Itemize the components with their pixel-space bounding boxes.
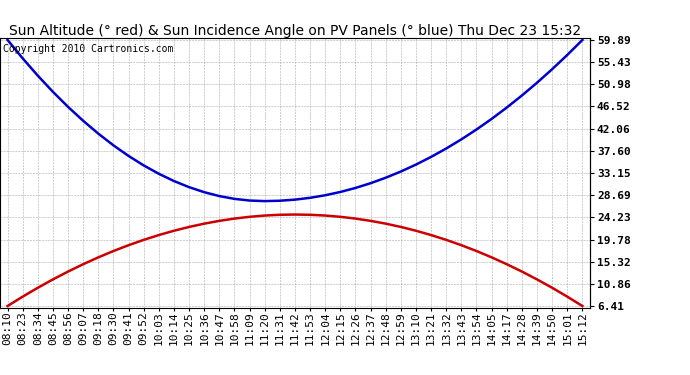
Title: Sun Altitude (° red) & Sun Incidence Angle on PV Panels (° blue) Thu Dec 23 15:3: Sun Altitude (° red) & Sun Incidence Ang… <box>9 24 581 38</box>
Text: Copyright 2010 Cartronics.com: Copyright 2010 Cartronics.com <box>3 44 173 54</box>
